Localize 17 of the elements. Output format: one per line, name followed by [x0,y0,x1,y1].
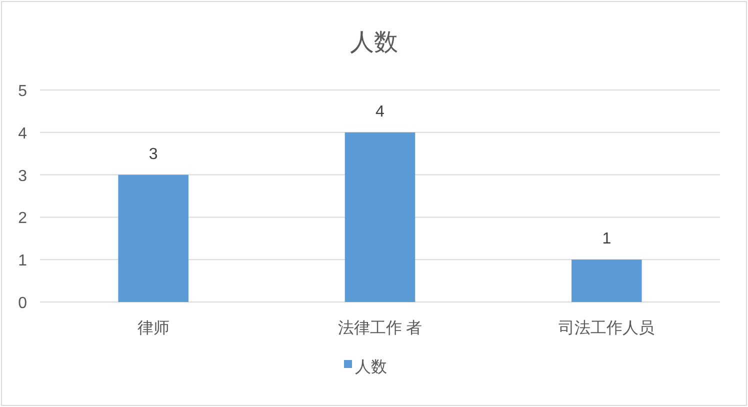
data-label: 1 [602,230,612,248]
y-tick-label: 1 [18,252,28,270]
data-label: 4 [376,103,385,120]
y-tick-label: 4 [18,125,28,142]
y-tick-label: 5 [18,83,28,100]
x-tick-label: 法律工作 者 [338,319,422,337]
y-tick-label: 0 [18,295,28,312]
y-tick-label: 2 [18,210,28,228]
legend-label: 人数 [355,359,387,376]
bar [572,260,642,302]
data-label: 3 [148,146,158,163]
x-tick-label: 律师 [137,320,170,337]
y-tick-label: 3 [18,168,28,185]
chart-title: 人数 [350,29,398,56]
bar [344,132,416,302]
x-tick-label: 司法工作人员 [558,319,655,337]
bar [118,174,188,302]
